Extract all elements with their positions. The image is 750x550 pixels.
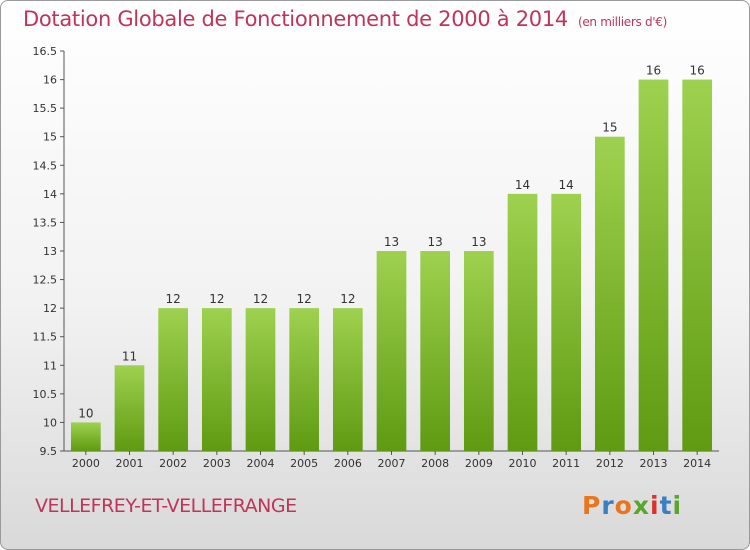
y-tick-label: 14.5 <box>33 159 58 172</box>
x-tick-label-2011: 2011 <box>552 457 580 470</box>
data-label-2001: 11 <box>122 349 137 363</box>
y-tick-label: 13 <box>43 245 57 258</box>
logo-letter: x <box>632 491 650 520</box>
bar-2003 <box>201 308 232 451</box>
data-label-2011: 14 <box>559 178 574 192</box>
x-tick-label-2007: 2007 <box>378 457 406 470</box>
data-label-2013: 16 <box>646 64 661 78</box>
bar-2008 <box>420 251 451 451</box>
x-tick-label-2000: 2000 <box>72 457 100 470</box>
data-label-2008: 13 <box>428 235 443 249</box>
logo-letter: P <box>582 491 602 520</box>
x-tick-label-2005: 2005 <box>290 457 318 470</box>
bar-2006 <box>332 308 363 451</box>
data-label-2012: 15 <box>602 121 617 135</box>
x-tick-label-2012: 2012 <box>596 457 624 470</box>
x-tick-label-2002: 2002 <box>159 457 187 470</box>
x-tick-label-2014: 2014 <box>683 457 711 470</box>
y-tick-label: 12 <box>43 302 57 315</box>
y-tick-label: 15.5 <box>33 102 58 115</box>
bar-2001 <box>114 365 145 451</box>
data-label-2010: 14 <box>515 178 530 192</box>
bar-2009 <box>463 251 494 451</box>
data-labels: 10 11 12 12 12 12 12 13 13 13 14 14 15 16 16 <box>78 64 705 421</box>
data-label-2003: 12 <box>209 292 224 306</box>
data-label-2000: 10 <box>78 406 93 420</box>
x-tick-label-2001: 2001 <box>116 457 144 470</box>
logo-letter: i <box>672 491 683 520</box>
y-tick-label: 9.5 <box>40 445 58 458</box>
proxiti-logo: Proxiti <box>582 491 682 520</box>
y-tick-label: 15 <box>43 131 57 144</box>
bar-2005 <box>289 308 320 451</box>
y-tick-label: 10 <box>43 416 57 429</box>
data-label-2004: 12 <box>253 292 268 306</box>
x-tick-label-2008: 2008 <box>421 457 449 470</box>
y-tick-label: 13.5 <box>33 216 58 229</box>
bar-2013 <box>638 79 669 452</box>
commune-name: VELLEFREY-ET-VELLEFRANGE <box>35 495 297 517</box>
data-label-2009: 13 <box>471 235 486 249</box>
x-axis: 2000 2001 2002 2003 2004 2005 2006 2007 2008 2009… <box>64 450 719 470</box>
chart-subtitle: (en milliers d'€) <box>577 15 667 29</box>
y-tick-label: 14 <box>43 188 57 201</box>
data-label-2014: 16 <box>690 64 705 78</box>
logo-letter: t <box>659 491 673 520</box>
y-tick-label: 16 <box>43 74 57 87</box>
x-tick-label-2009: 2009 <box>465 457 493 470</box>
bar-2004 <box>245 308 276 451</box>
logo-letter: o <box>614 491 633 520</box>
bar-2002 <box>158 308 189 451</box>
data-label-2006: 12 <box>340 292 355 306</box>
bar-2010 <box>507 193 538 451</box>
y-tick-label: 12.5 <box>33 274 58 287</box>
y-tick-label: 11 <box>43 359 57 372</box>
x-tick-label-2013: 2013 <box>640 457 668 470</box>
data-label-2007: 13 <box>384 235 399 249</box>
data-label-2002: 12 <box>166 292 181 306</box>
logo-letter: r <box>601 491 615 520</box>
bar-2011 <box>551 193 582 451</box>
chart-title-text: Dotation Globale de Fonctionnement de 20… <box>23 7 568 31</box>
x-tick-label-2010: 2010 <box>509 457 537 470</box>
x-tick-label-2006: 2006 <box>334 457 362 470</box>
data-label-2005: 12 <box>297 292 312 306</box>
logo-letter: i <box>650 491 660 520</box>
y-axis: 9.5 10 10.5 11 11.5 12 12.5 13 13.5 14 14.5 15 15.5 1… <box>33 45 65 458</box>
chart-title: Dotation Globale de Fonctionnement de 20… <box>23 7 667 31</box>
bars <box>70 79 713 452</box>
bar-2014 <box>682 79 713 452</box>
y-tick-label: 16.5 <box>33 45 58 58</box>
y-tick-label: 11.5 <box>33 331 58 344</box>
bar-2000 <box>70 422 101 451</box>
bar-2007 <box>376 251 407 451</box>
bar-2012 <box>594 136 625 451</box>
y-tick-label: 10.5 <box>33 388 58 401</box>
x-tick-label-2003: 2003 <box>203 457 231 470</box>
x-tick-label-2004: 2004 <box>247 457 275 470</box>
